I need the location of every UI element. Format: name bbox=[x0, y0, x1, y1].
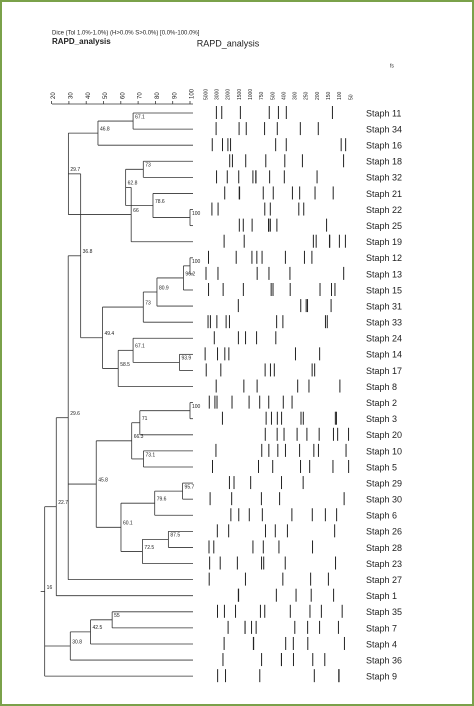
strain-label: Staph 34 bbox=[366, 124, 402, 134]
strain-label: Staph 20 bbox=[366, 430, 402, 440]
axis-tick-label: 70 bbox=[138, 92, 144, 99]
strain-label: Staph 1 bbox=[366, 591, 397, 601]
node-label: 72.5 bbox=[144, 545, 154, 551]
size-marker-label: 300 bbox=[293, 91, 299, 100]
strain-label: Staph 22 bbox=[366, 205, 402, 215]
axis-tick-label: 60 bbox=[120, 92, 126, 99]
node-label: 22.7 bbox=[58, 500, 68, 506]
node-label: 100 bbox=[192, 259, 201, 265]
node-label: 55 bbox=[114, 613, 120, 619]
strain-label: Staph 3 bbox=[366, 414, 397, 424]
strain-label: Staph 35 bbox=[366, 607, 402, 617]
strain-label: Staph 5 bbox=[366, 462, 397, 472]
node-label: 73 bbox=[145, 163, 151, 169]
node-label: 46.8 bbox=[100, 126, 110, 132]
node-label: 71 bbox=[142, 416, 148, 422]
strain-label: Staph 28 bbox=[366, 543, 402, 553]
node-label: 66 bbox=[133, 208, 139, 214]
node-label: 67.1 bbox=[135, 114, 145, 120]
node-label: 30.8 bbox=[72, 639, 82, 645]
node-label: 100 bbox=[192, 404, 201, 410]
size-marker-label: 500 bbox=[270, 91, 276, 100]
size-marker-label: 400 bbox=[281, 91, 287, 100]
strain-label: Staph 32 bbox=[366, 173, 402, 183]
strain-label: Staph 36 bbox=[366, 655, 402, 665]
node-label: 58.5 bbox=[120, 362, 130, 368]
strain-label: Staph 19 bbox=[366, 237, 402, 247]
size-marker-label: 100 bbox=[337, 91, 343, 100]
size-marker-label: 5000 bbox=[203, 89, 209, 100]
mark: fs bbox=[390, 63, 394, 69]
strain-label: Staph 2 bbox=[366, 398, 397, 408]
node-label: 100 bbox=[192, 211, 201, 217]
node-label: 66.3 bbox=[134, 434, 144, 440]
strain-label: Staph 21 bbox=[366, 189, 402, 199]
strain-label: Staph 33 bbox=[366, 318, 402, 328]
strain-label: Staph 18 bbox=[366, 157, 402, 167]
strain-label: Staph 31 bbox=[366, 301, 402, 311]
axis-tick-label: 30 bbox=[68, 92, 74, 99]
node-label: 29.7 bbox=[70, 167, 80, 173]
node-label: 36.8 bbox=[83, 249, 93, 255]
strain-label: Staph 17 bbox=[366, 366, 402, 376]
strain-label: Staph 8 bbox=[366, 382, 397, 392]
node-label: 49.4 bbox=[104, 331, 114, 337]
node-label: 29.6 bbox=[70, 411, 80, 417]
node-label: 60.1 bbox=[123, 521, 133, 527]
size-marker-label: 200 bbox=[315, 91, 321, 100]
node-label: 93.9 bbox=[181, 356, 191, 362]
size-marker-label: 50 bbox=[348, 94, 354, 100]
node-label: 95.7 bbox=[185, 484, 195, 490]
size-marker-label: 1500 bbox=[237, 89, 243, 100]
axis-tick-label: 50 bbox=[103, 92, 109, 99]
node-label: 78.6 bbox=[155, 199, 165, 205]
node-label: 62.8 bbox=[128, 181, 138, 187]
strain-label: Staph 12 bbox=[366, 253, 402, 263]
node-label: 73.1 bbox=[145, 452, 155, 458]
axis-tick-label: 20 bbox=[51, 92, 57, 99]
strain-label: Staph 7 bbox=[366, 623, 397, 633]
axis-tick-label: 40 bbox=[86, 92, 92, 99]
size-marker-label: 150 bbox=[326, 91, 332, 100]
node-label: 80.9 bbox=[159, 285, 169, 291]
method-text: Dice (Tol 1.0%-1.0%) (H>0.0% S>0.0%) [0.… bbox=[52, 31, 200, 37]
node-label: 73 bbox=[145, 300, 151, 306]
axis-tick-label: 80 bbox=[155, 92, 161, 99]
axis-tick-label: 90 bbox=[172, 92, 178, 99]
strain-label: Staph 10 bbox=[366, 446, 402, 456]
strain-label: Staph 26 bbox=[366, 527, 402, 537]
strain-label: Staph 25 bbox=[366, 221, 402, 231]
strain-label: Staph 13 bbox=[366, 269, 402, 279]
strain-label: Staph 16 bbox=[366, 141, 402, 151]
size-marker-label: 750 bbox=[259, 91, 265, 100]
strain-label: Staph 14 bbox=[366, 350, 402, 360]
strain-label: Staph 15 bbox=[366, 285, 402, 295]
size-marker-label: 2000 bbox=[226, 89, 232, 100]
strain-label: Staph 11 bbox=[366, 108, 401, 118]
strain-label: Staph 9 bbox=[366, 672, 397, 682]
experiment-name: RAPD_analysis bbox=[52, 37, 111, 46]
node-label: 87.5 bbox=[170, 533, 180, 539]
title: RAPD_analysis bbox=[197, 38, 260, 48]
node-label: 96.2 bbox=[185, 271, 195, 277]
size-marker-label: 3000 bbox=[214, 89, 220, 100]
node-label: 42.5 bbox=[93, 625, 103, 631]
node-label: 45.8 bbox=[98, 477, 108, 483]
strain-label: Staph 29 bbox=[366, 478, 402, 488]
strain-label: Staph 27 bbox=[366, 575, 402, 585]
strain-label: Staph 4 bbox=[366, 639, 397, 649]
node-label: 67.1 bbox=[135, 344, 145, 350]
size-marker-label: 250 bbox=[304, 91, 310, 100]
axis-tick-label: 100 bbox=[190, 88, 196, 99]
strain-label: Staph 6 bbox=[366, 511, 397, 521]
size-marker-label: 1000 bbox=[248, 89, 254, 100]
strain-label: Staph 23 bbox=[366, 559, 402, 569]
strain-label: Staph 24 bbox=[366, 334, 402, 344]
strain-label: Staph 30 bbox=[366, 495, 402, 505]
node-label: 79.6 bbox=[157, 497, 167, 503]
node-label: 16 bbox=[47, 585, 53, 591]
